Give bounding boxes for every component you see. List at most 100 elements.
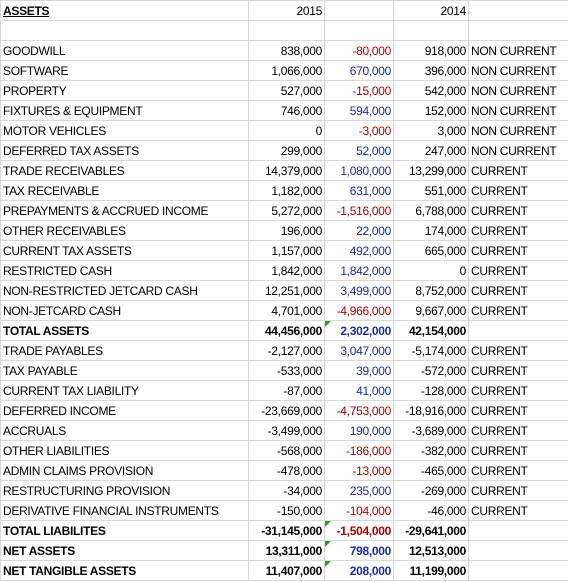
change-value: -186,000: [324, 440, 394, 461]
year-header: 2015: [248, 0, 325, 21]
classification: CURRENT: [468, 240, 568, 261]
row-label: TRADE RECEIVABLES: [0, 160, 249, 181]
data-row: ACCRUALS -3,499,000 190,000 -3,689,000 CURRE…: [0, 420, 568, 441]
value-2014: 6,788,000: [393, 200, 469, 221]
row-label: GOODWILL: [0, 40, 249, 61]
change-value: 41,000: [324, 380, 394, 401]
classification: CURRENT: [468, 340, 568, 361]
classification: CURRENT: [468, 360, 568, 381]
value-2015: -34,000: [248, 480, 325, 501]
data-row: DEFERRED INCOME -23,669,000 -4,753,000 -18,…: [0, 400, 568, 421]
row-label: TOTAL LIABILITES: [0, 520, 249, 541]
row-label: NON-RESTRICTED JETCARD CASH: [0, 280, 249, 301]
cell: [393, 20, 469, 41]
value-2014: -46,000: [393, 500, 469, 521]
classification: NON CURRENT: [468, 60, 568, 81]
change-value: -3,000: [324, 120, 394, 141]
row-label: PROPERTY: [0, 80, 249, 101]
value-2015: -87,000: [248, 380, 325, 401]
classification: CURRENT: [468, 500, 568, 521]
data-row: MOTOR VEHICLES 0 -3,000 3,000 NON CURRENT: [0, 120, 568, 141]
value-2014: 152,000: [393, 100, 469, 121]
row-label: PREPAYMENTS & ACCRUED INCOME: [0, 200, 249, 221]
value-2015: -31,145,000: [248, 520, 325, 541]
classification: CURRENT: [468, 300, 568, 321]
row-label: DEFERRED INCOME: [0, 400, 249, 421]
change-value: 3,499,000: [324, 280, 394, 301]
change-value: 208,000: [324, 560, 394, 581]
change-value: -15,000: [324, 80, 394, 101]
data-row: DEFERRED TAX ASSETS 299,000 52,000 247,000 N…: [0, 140, 568, 161]
classification: CURRENT: [468, 200, 568, 221]
data-row: TRADE PAYABLES -2,127,000 3,047,000 -5,174,…: [0, 340, 568, 361]
value-2015: 12,251,000: [248, 280, 325, 301]
value-2015: 299,000: [248, 140, 325, 161]
value-2014: -5,174,000: [393, 340, 469, 361]
value-2014: 8,752,000: [393, 280, 469, 301]
value-2015: 746,000: [248, 100, 325, 121]
classification: [468, 520, 568, 541]
data-row: RESTRUCTURING PROVISION -34,000 235,000 -26…: [0, 480, 568, 501]
value-2015: -568,000: [248, 440, 325, 461]
value-2015: 0: [248, 120, 325, 141]
row-label: ACCRUALS: [0, 420, 249, 441]
value-2014: 665,000: [393, 240, 469, 261]
row-label: ADMIN CLAIMS PROVISION: [0, 460, 249, 481]
change-value: -1,516,000: [324, 200, 394, 221]
data-row: NET ASSETS 13,311,000 798,000 12,513,000: [0, 540, 568, 561]
data-row: TRADE RECEIVABLES 14,379,000 1,080,000 13,2…: [0, 160, 568, 181]
change-value: 190,000: [324, 420, 394, 441]
year-header: 2014: [393, 0, 469, 21]
classification: NON CURRENT: [468, 140, 568, 161]
value-2014: 551,000: [393, 180, 469, 201]
value-2014: -29,641,000: [393, 520, 469, 541]
row-label: SOFTWARE: [0, 60, 249, 81]
row-label: RESTRICTED CASH: [0, 260, 249, 281]
data-row: CURRENT TAX LIABILITY -87,000 41,000 -128,0…: [0, 380, 568, 401]
change-value: 1,080,000: [324, 160, 394, 181]
row-label: NET ASSETS: [0, 540, 249, 561]
header-row: ASSETS 2015 2014: [0, 0, 568, 21]
change-value: -80,000: [324, 40, 394, 61]
value-2014: 0: [393, 260, 469, 281]
value-2014: -269,000: [393, 480, 469, 501]
value-2015: 14,379,000: [248, 160, 325, 181]
change-value: 631,000: [324, 180, 394, 201]
row-label: NON-JETCARD CASH: [0, 300, 249, 321]
title-cell: ASSETS: [0, 0, 249, 21]
value-2015: 838,000: [248, 40, 325, 61]
value-2015: 1,157,000: [248, 240, 325, 261]
classification: CURRENT: [468, 440, 568, 461]
value-2014: 247,000: [393, 140, 469, 161]
classification: NON CURRENT: [468, 40, 568, 61]
classification: CURRENT: [468, 460, 568, 481]
cell: [468, 0, 568, 21]
row-label: TAX PAYABLE: [0, 360, 249, 381]
value-2014: 12,513,000: [393, 540, 469, 561]
data-row: GOODWILL 838,000 -80,000 918,000 NON CURRENT: [0, 40, 568, 61]
value-2014: 396,000: [393, 60, 469, 81]
change-value: 52,000: [324, 140, 394, 161]
row-label: CURRENT TAX ASSETS: [0, 240, 249, 261]
classification: CURRENT: [468, 400, 568, 421]
cell: [0, 20, 249, 41]
classification: CURRENT: [468, 160, 568, 181]
change-value: 1,842,000: [324, 260, 394, 281]
classification: CURRENT: [468, 180, 568, 201]
value-2014: 918,000: [393, 40, 469, 61]
data-row: CURRENT TAX ASSETS 1,157,000 492,000 665,00…: [0, 240, 568, 261]
data-row: TAX RECEIVABLE 1,182,000 631,000 551,000 CUR…: [0, 180, 568, 201]
change-value: 235,000: [324, 480, 394, 501]
row-label: NET TANGIBLE ASSETS: [0, 560, 249, 581]
change-value: 22,000: [324, 220, 394, 241]
value-2014: 542,000: [393, 80, 469, 101]
data-row: DERIVATIVE FINANCIAL INSTRUMENTS -150,000…: [0, 500, 568, 521]
data-row: RESTRICTED CASH 1,842,000 1,842,000 0 CURREN…: [0, 260, 568, 281]
row-label: TOTAL ASSETS: [0, 320, 249, 341]
change-value: -104,000: [324, 500, 394, 521]
change-value: 39,000: [324, 360, 394, 381]
value-2014: -3,689,000: [393, 420, 469, 441]
value-2015: -533,000: [248, 360, 325, 381]
